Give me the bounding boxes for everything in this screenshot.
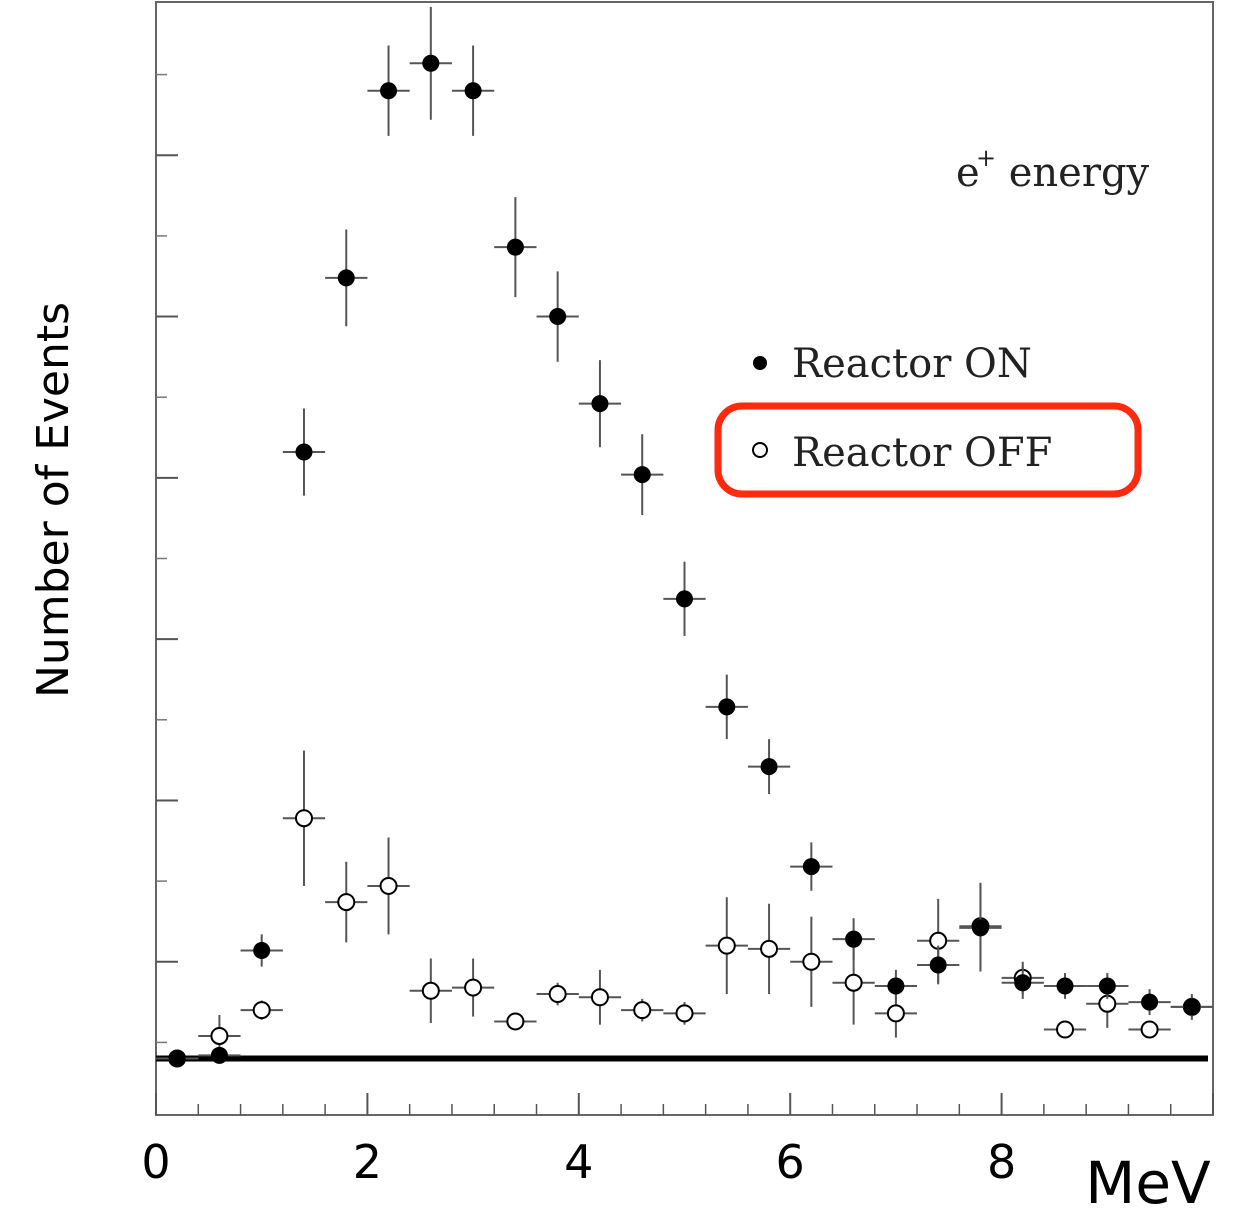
x-tick-label: 4 xyxy=(564,1135,593,1189)
x-tick-label: 0 xyxy=(141,1135,170,1189)
data-point-reactor-off xyxy=(802,952,821,971)
x-axis-ticks xyxy=(155,1093,1214,1115)
legend-highlight-box xyxy=(714,402,1142,498)
data-point-reactor-on xyxy=(718,698,736,716)
energy-annotation-text: energy xyxy=(996,150,1150,196)
data-point-reactor-off xyxy=(760,939,779,958)
data-point-reactor-off xyxy=(337,893,356,912)
data-point-reactor-on xyxy=(802,858,820,876)
data-point-reactor-on xyxy=(887,977,905,995)
legend-label-reactor-off: Reactor OFF xyxy=(792,430,1052,476)
data-point-reactor-off xyxy=(844,973,863,992)
data-point-reactor-off xyxy=(633,1001,652,1020)
data-point-reactor-off xyxy=(548,985,567,1004)
x-axis-unit: MeV xyxy=(1085,1149,1211,1217)
y-axis-label: Number of Events xyxy=(28,302,79,698)
data-point-reactor-off xyxy=(210,1026,229,1045)
data-point-reactor-on xyxy=(676,590,693,608)
data-point-reactor-on xyxy=(337,269,355,287)
data-point-reactor-on xyxy=(464,82,482,100)
data-point-reactor-on xyxy=(591,395,609,413)
energy-annotation-sup: + xyxy=(976,144,996,172)
data-point-reactor-off xyxy=(421,981,440,1000)
x-tick-labels: 0 2 4 6 8 xyxy=(141,1135,1016,1189)
data-point-reactor-on xyxy=(380,82,398,100)
data-point-reactor-on xyxy=(549,308,567,326)
data-point-reactor-on xyxy=(295,443,313,461)
series-reactor-on xyxy=(156,6,1213,1068)
data-point-reactor-on xyxy=(760,758,778,776)
data-point-reactor-off xyxy=(1056,1020,1075,1039)
data-point-reactor-on xyxy=(1098,977,1116,995)
data-point-reactor-on xyxy=(253,941,271,959)
x-tick-label: 6 xyxy=(776,1135,805,1189)
legend-marker-reactor-on xyxy=(753,356,767,370)
data-point-reactor-off xyxy=(886,1004,905,1023)
data-point-reactor-off xyxy=(717,936,736,955)
data-point-reactor-off xyxy=(294,809,313,828)
x-tick-label: 2 xyxy=(353,1135,382,1189)
data-point-reactor-on xyxy=(506,238,524,256)
data-point-reactor-on xyxy=(633,466,651,484)
data-point-reactor-off xyxy=(1140,1020,1159,1039)
series-layer xyxy=(156,6,1213,1068)
legend-label-reactor-on: Reactor ON xyxy=(792,341,1032,387)
data-point-reactor-off xyxy=(506,1012,525,1031)
data-point-reactor-on xyxy=(1141,993,1159,1011)
data-point-reactor-on xyxy=(1183,998,1201,1016)
data-point-reactor-off xyxy=(464,978,483,997)
x-tick-label: 8 xyxy=(987,1135,1016,1189)
data-point-reactor-on xyxy=(929,956,947,974)
legend: Reactor ON Reactor OFF xyxy=(714,341,1142,498)
data-point-reactor-off xyxy=(379,876,398,895)
data-point-reactor-on xyxy=(422,54,440,72)
data-point-reactor-on xyxy=(168,1050,186,1068)
data-point-reactor-on xyxy=(1056,977,1074,995)
y-axis-ticks xyxy=(156,73,178,1044)
energy-annotation: e + energy xyxy=(956,144,1150,196)
energy-annotation-base: e xyxy=(956,150,980,196)
data-point-reactor-on xyxy=(210,1046,228,1064)
legend-marker-reactor-off xyxy=(752,442,768,458)
data-point-reactor-on xyxy=(845,930,863,948)
data-point-reactor-on xyxy=(971,919,989,937)
data-point-reactor-off xyxy=(252,1001,271,1020)
data-point-reactor-off xyxy=(590,988,609,1007)
data-point-reactor-off xyxy=(675,1004,694,1023)
data-point-reactor-on xyxy=(1014,974,1032,992)
